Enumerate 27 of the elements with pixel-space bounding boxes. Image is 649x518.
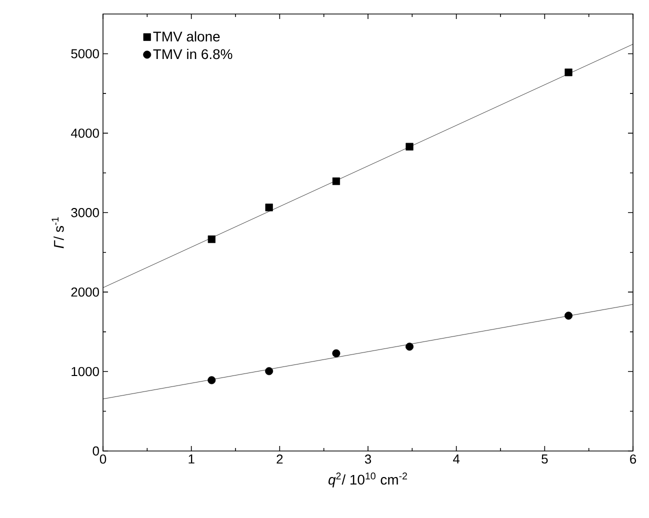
- x-tick-label: 6: [630, 454, 636, 464]
- x-tick-label: 4: [453, 454, 460, 464]
- y-tick-label: 5000: [71, 49, 99, 58]
- point: [265, 204, 273, 212]
- point: [406, 142, 414, 150]
- point: [564, 312, 573, 320]
- y-axis-title: Γ/ s$^{-1}$: [52, 217, 64, 248]
- point: [332, 177, 340, 186]
- y-tick-label: 0: [92, 446, 99, 456]
- legend-label: TMV in 6.8%: [153, 48, 232, 60]
- x-tick-label: 0: [100, 454, 106, 464]
- x-tick-label: 2: [276, 454, 283, 464]
- point: [332, 349, 340, 358]
- y-tick-label: 3000: [71, 208, 99, 218]
- x-tick-label: 3: [364, 454, 372, 464]
- y-tick-label: 2000: [71, 287, 99, 297]
- point: [265, 367, 274, 376]
- point: [208, 376, 216, 384]
- point: [564, 68, 572, 76]
- legend-label: TMV alone: [153, 31, 220, 42]
- x-tick-label: 5: [542, 454, 548, 464]
- y-tick-label: 4000: [70, 128, 99, 138]
- x-axis-title: q$^{2}$/ 10$^{10}$ cm$^{-2}$: [328, 472, 407, 488]
- point: [208, 235, 216, 244]
- y-tick-label: 1000: [72, 366, 99, 376]
- point: [406, 342, 414, 351]
- x-tick-label: 1: [188, 454, 194, 464]
